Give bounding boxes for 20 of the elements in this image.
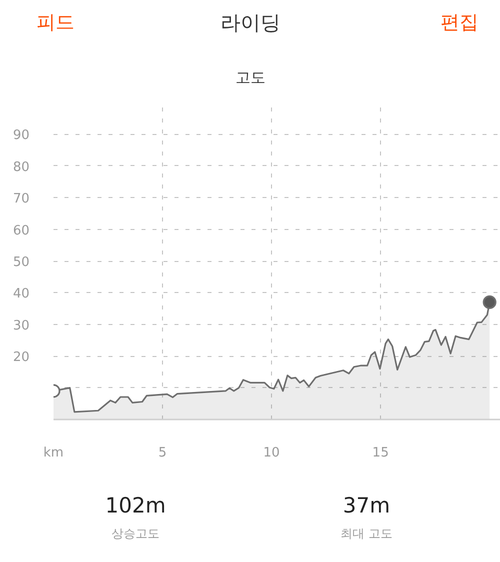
text: 상승고도 [112, 526, 160, 540]
y-tick-label: 50 [12, 255, 30, 270]
text: 편집 [440, 12, 478, 34]
y-tick-label: 30 [12, 318, 30, 334]
y-tick-label: 40 [12, 286, 30, 302]
y-tick-label: 90 [12, 128, 30, 144]
y-tick-label: 80 [12, 160, 30, 175]
text: 피드 [36, 12, 74, 34]
x-tick-label: 15 [372, 446, 389, 460]
text: 102m [105, 494, 166, 518]
x-tick-label: km [43, 446, 64, 460]
x-tick-label: 5 [158, 446, 167, 460]
y-tick-label: 20 [12, 350, 30, 366]
text: 37m [342, 494, 390, 518]
y-tick-label: 60 [12, 223, 30, 238]
chart-subtitle: 고도 [236, 68, 266, 86]
x-tick-label: 10 [263, 446, 280, 460]
chart-title: 라이딩 [220, 10, 280, 34]
text: 최대 고도 [340, 526, 392, 540]
y-tick-label: 70 [12, 192, 30, 207]
